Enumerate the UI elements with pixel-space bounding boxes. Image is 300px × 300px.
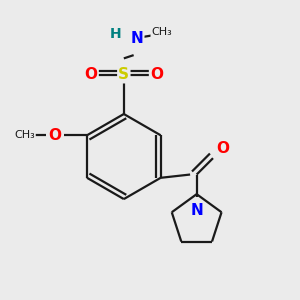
Text: CH₃: CH₃ bbox=[151, 27, 172, 37]
Text: O: O bbox=[85, 67, 98, 82]
Text: O: O bbox=[216, 141, 229, 156]
Text: CH₃: CH₃ bbox=[14, 130, 35, 140]
Text: O: O bbox=[150, 67, 163, 82]
Text: H: H bbox=[110, 27, 122, 41]
Text: N: N bbox=[130, 31, 143, 46]
Text: S: S bbox=[118, 67, 129, 82]
Text: N: N bbox=[190, 203, 203, 218]
Text: O: O bbox=[48, 128, 61, 143]
